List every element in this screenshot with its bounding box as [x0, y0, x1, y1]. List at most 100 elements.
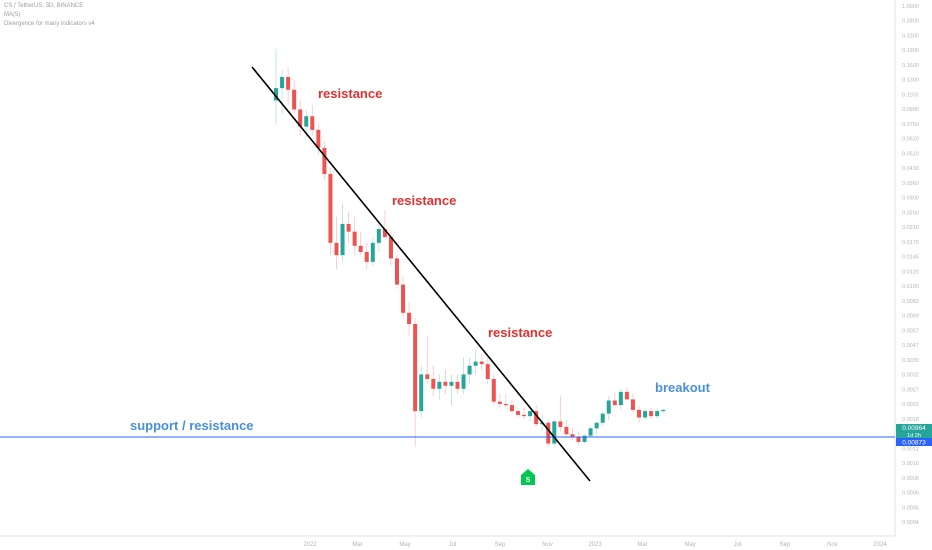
candle-down [516, 411, 520, 415]
support-price-tag: 0.00873 [896, 438, 932, 447]
candle-down [546, 422, 551, 444]
candle-up [600, 413, 605, 423]
indicator-legend-2: Divergence for many indicators v4 [4, 21, 95, 27]
candle-down [395, 258, 399, 285]
current-price-tag-bg [896, 424, 932, 438]
candle-up [449, 381, 454, 386]
candle-down [401, 284, 406, 313]
candle-down [503, 403, 508, 406]
x-tick-label: Sep [495, 542, 506, 548]
candle-down [431, 378, 436, 389]
x-tick-label: 2023 [588, 542, 602, 548]
candle-up [340, 223, 345, 256]
candle-down [298, 109, 303, 127]
candle-up [528, 411, 533, 417]
y-tick-label: 0.0005 [902, 505, 919, 511]
candle-down [558, 421, 563, 427]
x-tick-label: Jul [449, 542, 457, 548]
candle-down [497, 401, 502, 404]
candle-down [485, 364, 490, 379]
y-tick-label: 0.0047 [902, 343, 919, 349]
candlestick-series [274, 48, 666, 447]
candle-up [588, 428, 593, 436]
y-tick-label: 0.0100 [902, 284, 919, 290]
annotation-resistance-3: resistance [488, 325, 552, 340]
y-tick-label: 0.0018 [902, 417, 919, 423]
candle-down [564, 426, 569, 435]
candle-up [552, 421, 557, 444]
y-tick-label: 0.0057 [902, 328, 919, 334]
candle-down [382, 229, 387, 238]
y-tick-label: 0.0083 [902, 299, 919, 305]
candle-up [274, 88, 278, 101]
y-tick-label: 0.2800 [902, 19, 919, 25]
y-tick-label: 0.0069 [902, 314, 919, 320]
candle-up [370, 242, 375, 262]
candle-up [304, 116, 309, 127]
candle-down [352, 231, 357, 246]
candle-down [612, 400, 617, 406]
y-tick-label: 1.0000 [902, 4, 919, 10]
sell-signal-marker: S [521, 469, 535, 485]
y-tick-label: 0.0010 [902, 461, 919, 467]
current-price-label: 0.00964 [902, 425, 926, 432]
y-tick-label: 0.0120 [902, 269, 919, 275]
y-tick-label: 0.0900 [902, 107, 919, 113]
candle-up [655, 411, 660, 417]
candle-down [649, 411, 654, 417]
y-tick-label: 0.0210 [902, 225, 919, 231]
x-tick-label: Nov [827, 542, 838, 548]
candle-down [491, 378, 496, 402]
symbol-title: CS / TetherUS, 3D, BINANCE [4, 3, 84, 9]
candle-up [661, 409, 666, 412]
candle-down [624, 391, 629, 400]
y-tick-label: 0.1900 [902, 48, 919, 54]
candle-up [594, 422, 599, 429]
annotation-resistance-2: resistance [392, 193, 456, 208]
x-tick-label: Sep [780, 542, 791, 548]
current-price-tag: 0.00964 1d 2h [896, 424, 932, 439]
sell-marker-label: S [526, 477, 531, 484]
candle-up [473, 361, 478, 366]
x-tick-label: 2022 [303, 542, 317, 548]
x-tick-label: 2024 [873, 542, 887, 548]
y-tick-label: 0.2300 [902, 33, 919, 39]
candle-down [630, 399, 635, 410]
candle-down [292, 89, 297, 110]
y-tick-label: 0.0032 [902, 373, 919, 379]
x-tick-label: Mar [352, 542, 362, 548]
candle-up [461, 374, 466, 389]
y-tick-label: 0.0039 [902, 358, 919, 364]
y-tick-label: 0.0145 [902, 255, 919, 261]
candle-down [509, 405, 514, 412]
y-tick-label: 0.0027 [902, 387, 919, 393]
candle-up [606, 400, 611, 414]
candle-down [328, 174, 333, 243]
candle-down [407, 312, 412, 324]
candle-down [364, 251, 369, 262]
candle-down [637, 409, 641, 418]
y-tick-label: 0.1600 [902, 63, 919, 69]
y-tick-label: 0.0360 [902, 181, 919, 187]
y-tick-label: 0.0006 [902, 491, 919, 497]
y-tick-label: 0.0008 [902, 476, 919, 482]
candle-down [413, 323, 418, 412]
x-tick-label: Nov [542, 542, 553, 548]
indicator-legend: MA(5) [4, 12, 21, 18]
candle-down [576, 437, 581, 442]
y-tick-label: 0.0430 [902, 166, 919, 172]
candle-up [643, 411, 648, 418]
candle-down [388, 237, 393, 259]
x-tick-label: May [399, 542, 410, 548]
candle-down [346, 223, 351, 232]
x-axis-ticks: 2022 Mar May Jul Sep Nov 2023 Mar May Jul Sep Nov 20… [303, 542, 887, 548]
candle-up [618, 391, 623, 406]
y-tick-label: 0.0175 [902, 240, 919, 246]
y-tick-label: 0.1100 [902, 92, 918, 98]
sell-marker-shape [521, 469, 535, 485]
y-tick-label: 0.0012 [902, 446, 919, 452]
x-tick-label: Mar [637, 542, 647, 548]
y-tick-label: 0.1300 [902, 78, 919, 84]
candle-down [522, 414, 527, 417]
